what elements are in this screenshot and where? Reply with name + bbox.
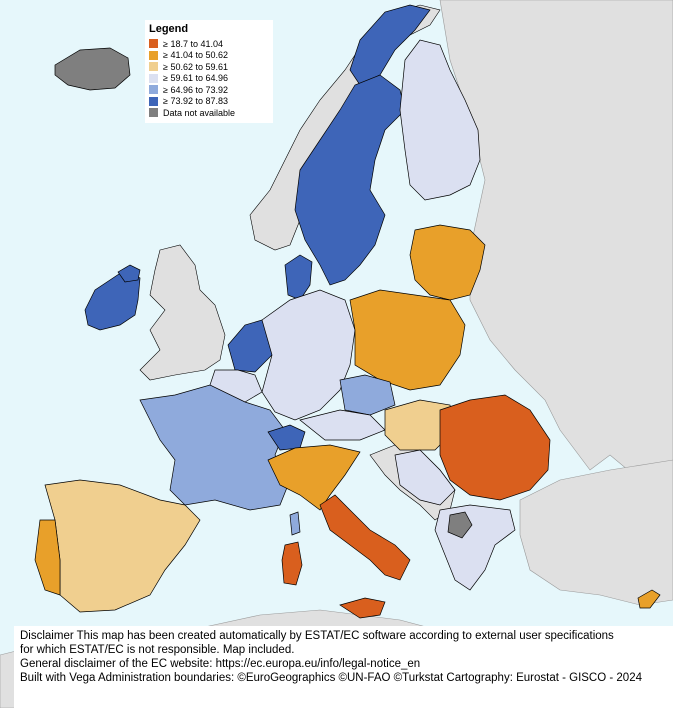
- region-finland: [399, 39, 481, 201]
- neighbor-land-uk: [139, 244, 226, 381]
- legend-items: ≥ 18.7 to 41.04 ≥ 41.04 to 50.62 ≥ 50.62…: [149, 38, 269, 119]
- region-italy-north: [267, 444, 361, 511]
- disclaimer-line: for which ESTAT/EC is not responsible. M…: [20, 644, 295, 656]
- legend-item: ≥ 18.7 to 41.04: [149, 38, 269, 50]
- region-baltics: [409, 224, 486, 301]
- legend-swatch: [149, 73, 158, 83]
- legend-item: Data not available: [149, 107, 269, 119]
- disclaimer-line: General disclaimer of the EC website: ht…: [20, 658, 421, 670]
- region-czechia: [339, 374, 396, 416]
- disclaimer-line: Disclaimer This map has been created aut…: [20, 630, 614, 642]
- region-poland: [349, 289, 466, 391]
- legend-swatch: [149, 85, 158, 95]
- legend-swatch: [149, 108, 158, 118]
- legend-swatch: [149, 96, 158, 106]
- region-italy-south: [319, 494, 411, 581]
- region-denmark: [284, 254, 313, 301]
- legend-item: ≥ 64.96 to 73.92: [149, 84, 269, 96]
- region-sardinia: [281, 541, 303, 586]
- region-norway-coast: [349, 4, 431, 86]
- region-germany: [261, 289, 356, 421]
- legend-item: ≥ 59.61 to 64.96: [149, 73, 269, 85]
- region-cyprus: [637, 589, 661, 609]
- legend-item: ≥ 73.92 to 87.83: [149, 96, 269, 108]
- legend: Legend ≥ 18.7 to 41.04 ≥ 41.04 to 50.62 …: [145, 20, 273, 123]
- region-ireland: [84, 269, 141, 331]
- region-france: [139, 384, 291, 511]
- disclaimer-box: Disclaimer This map has been created aut…: [14, 626, 673, 708]
- legend-swatch: [149, 39, 158, 49]
- region-switzerland: [267, 424, 306, 451]
- region-iceland: [54, 47, 131, 91]
- disclaimer-line: Built with Vega Administration boundarie…: [20, 672, 642, 684]
- region-romania: [439, 394, 551, 501]
- region-balkans: [394, 449, 456, 506]
- legend-swatch: [149, 50, 158, 60]
- region-sicily: [339, 597, 386, 619]
- region-portugal: [34, 519, 61, 596]
- region-corsica: [289, 511, 301, 536]
- region-sweden: [294, 74, 406, 286]
- region-northern-ireland: [117, 264, 141, 283]
- legend-swatch: [149, 62, 158, 72]
- region-north-macedonia: [447, 511, 473, 539]
- legend-title: Legend: [149, 23, 189, 35]
- legend-item: ≥ 50.62 to 59.61: [149, 61, 269, 73]
- legend-item: ≥ 41.04 to 50.62: [149, 50, 269, 62]
